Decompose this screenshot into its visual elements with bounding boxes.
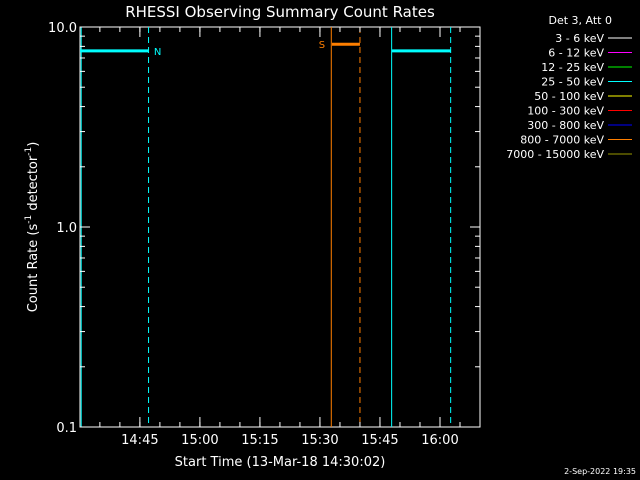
annotation-label: N [154,47,161,58]
legend-label: 6 - 12 keV [548,47,604,60]
y-axis-label-part1: Count Rate (s [26,224,41,313]
y-axis-label: Count Rate (s-1 detector-1) [24,142,41,313]
legend-label: 3 - 6 keV [555,32,604,45]
legend-label: 100 - 300 keV [527,105,604,118]
chart-title: RHESSI Observing Summary Count Rates [125,3,435,21]
legend-label: 12 - 25 keV [541,61,604,74]
x-tick-label: 15:00 [181,433,218,448]
y-tick-label: 1.0 [56,221,77,236]
legend-label: 300 - 800 keV [527,119,604,132]
x-tick-label: 15:15 [241,433,278,448]
y-axis-label-sup2: -1 [24,147,34,156]
x-tick-label: 16:00 [421,433,458,448]
x-tick-label: 14:45 [121,433,158,448]
tick-layer: 14:45 15:00 15:15 15:30 15:45 16:00 0.1 1.0 10.0 [48,21,480,448]
y-axis-label-sup1: -1 [24,215,34,224]
footer-timestamp: 2-Sep-2022 19:35 [564,467,636,476]
series-layer: NS [80,27,452,427]
annotation-label: S [319,40,325,51]
y-axis-label-part2: detector [26,155,41,215]
legend-label: 800 - 7000 keV [520,134,604,147]
legend-label: 25 - 50 keV [541,76,604,89]
legend-title: Det 3, Att 0 [549,14,613,27]
plot-frame [79,26,481,428]
x-tick-label: 15:30 [301,433,338,448]
y-tick-label: 10.0 [48,21,77,36]
x-axis-label: Start Time (13-Mar-18 14:30:02) [175,455,386,470]
y-axis-label-part3: ) [26,142,41,147]
legend-label: 50 - 100 keV [534,90,604,103]
x-tick-label: 15:45 [361,433,398,448]
y-tick-label: 0.1 [56,421,77,436]
legend-label: 7000 - 15000 keV [506,148,604,161]
